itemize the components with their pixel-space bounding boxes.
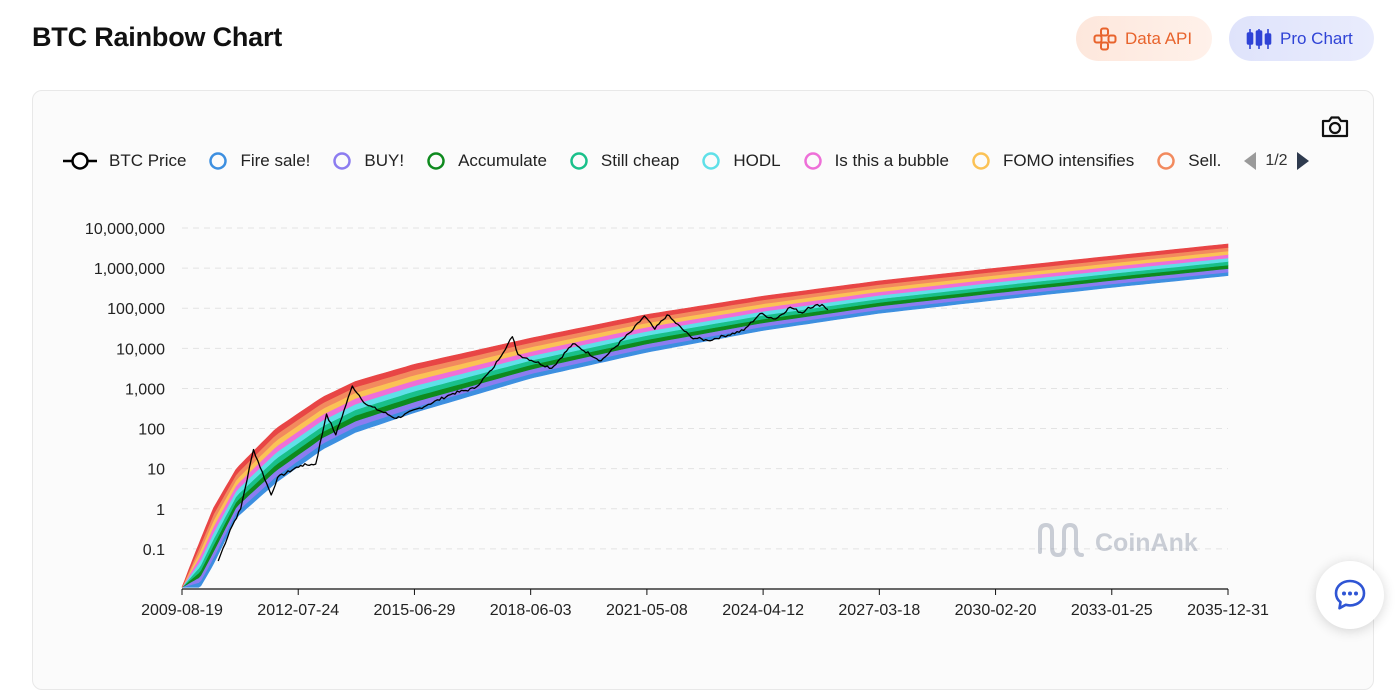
data-api-label: Data API: [1125, 28, 1193, 48]
x-axis: 2009-08-19 2012-07-24 2015-06-29 2018-06-03…: [141, 588, 1269, 619]
coinank-logo-icon: [1038, 522, 1084, 558]
legend-label: HODL: [733, 151, 781, 170]
y-tick-label: 100,000: [107, 301, 165, 318]
legend-line-swatch: [63, 152, 97, 170]
legend-item[interactable]: Fire sale!: [208, 151, 310, 171]
legend-label: BTC Price: [109, 151, 187, 170]
legend-circle-swatch: [209, 152, 228, 170]
y-tick-label: 10,000,000: [85, 221, 165, 238]
pro-chart-button[interactable]: Pro Chart: [1229, 16, 1374, 61]
data-api-button[interactable]: Data API: [1076, 16, 1212, 61]
x-tick-label: 2009-08-19: [141, 602, 223, 619]
page-title: BTC Rainbow Chart: [32, 22, 283, 52]
btc-price-line: [217, 303, 829, 562]
legend-label: FOMO intensifies: [1002, 151, 1135, 170]
x-tick-label: 2018-06-03: [490, 602, 572, 619]
rainbow-bands: [181, 243, 1229, 588]
watermark-text: CoinAnk: [1095, 529, 1198, 557]
legend-label: BUY!: [364, 151, 405, 170]
legend-item[interactable]: BTC Price: [63, 151, 186, 171]
camera-icon[interactable]: [1320, 114, 1350, 140]
legend-item[interactable]: BUY!: [332, 151, 404, 171]
legend-item[interactable]: Accumulate: [426, 151, 547, 171]
legend-pager: 1/2: [1243, 151, 1309, 171]
y-tick-label: 1,000: [125, 381, 165, 398]
legend-item[interactable]: Sell.: [1156, 151, 1221, 171]
pro-chart-label: Pro Chart: [1280, 28, 1353, 48]
legend-prev-icon[interactable]: [1243, 151, 1257, 171]
legend-circle-swatch: [570, 152, 588, 170]
chat-bubble-icon: [1334, 579, 1366, 610]
y-tick-label: 1: [156, 502, 165, 519]
legend-item[interactable]: Still cheap: [569, 151, 679, 171]
coinank-watermark: CoinAnk: [1038, 522, 1198, 558]
x-tick-label: 2024-04-12: [722, 602, 804, 619]
legend-page-indicator: 1/2: [1265, 152, 1288, 169]
legend-item[interactable]: Is this a bubble: [803, 151, 949, 171]
chart-legend: BTC Price Fire sale! BUY! Accumulate Still c…: [63, 149, 1310, 173]
legend-circle-swatch: [702, 152, 721, 170]
x-tick-label: 2012-07-24: [257, 602, 339, 619]
legend-label: Is this a bubble: [834, 151, 949, 170]
x-tick-label: 2035-12-31: [1187, 602, 1269, 619]
legend-label: Accumulate: [458, 151, 547, 170]
legend-circle-swatch: [333, 152, 352, 170]
rainbow-band: [181, 243, 1229, 588]
x-tick-label: 2030-02-20: [955, 602, 1037, 619]
legend-label: Fire sale!: [240, 151, 311, 170]
legend-circle-swatch: [972, 152, 990, 170]
y-tick-label: 1,000,000: [94, 261, 165, 278]
y-axis: 0.1 1 10 100 1,000 10,000 100,000 1,000,000 10,0…: [85, 221, 165, 559]
chart-panel: [32, 90, 1374, 690]
rainbow-chart: 0.1 1 10 100 1,000 10,000 100,000 1,000,000 10,0…: [85, 221, 1269, 619]
y-tick-label: 10: [147, 462, 165, 479]
legend-label: Still cheap: [600, 151, 680, 170]
legend-circle-swatch: [803, 152, 822, 170]
y-tick-label: 0.1: [143, 542, 165, 559]
x-tick-label: 2021-05-08: [606, 602, 688, 619]
legend-next-icon[interactable]: [1296, 151, 1310, 171]
y-tick-label: 100: [138, 422, 165, 439]
x-tick-label: 2015-06-29: [374, 602, 456, 619]
legend-label: Sell.: [1188, 151, 1222, 170]
api-plug-icon: [1093, 27, 1117, 50]
legend-item[interactable]: HODL: [701, 151, 781, 171]
x-tick-label: 2027-03-18: [838, 602, 920, 619]
legend-circle-swatch: [427, 152, 445, 170]
x-tick-label: 2033-01-25: [1071, 602, 1153, 619]
legend-circle-swatch: [1157, 152, 1175, 170]
legend-item[interactable]: FOMO intensifies: [971, 151, 1134, 171]
chat-support-button[interactable]: [1316, 561, 1384, 629]
y-tick-label: 10,000: [116, 341, 165, 358]
candlestick-icon: [1246, 28, 1272, 49]
